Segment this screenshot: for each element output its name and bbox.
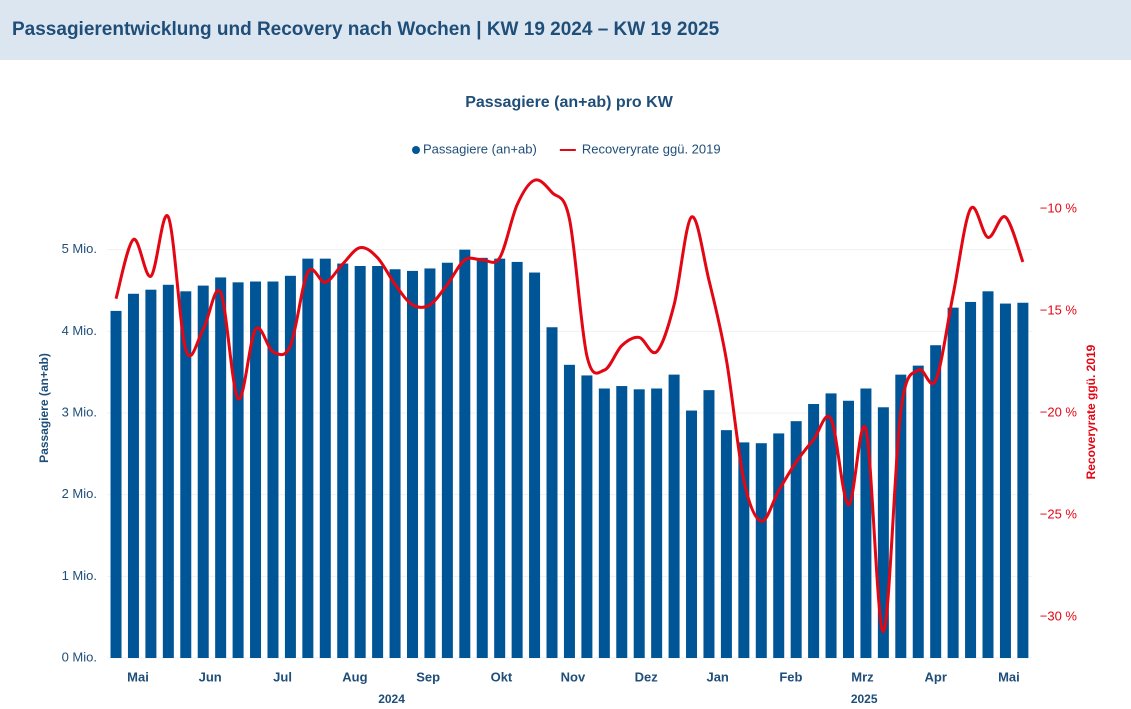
- bar: [215, 277, 227, 658]
- bar: [110, 310, 122, 658]
- x-tick-label: Jul: [273, 669, 292, 684]
- bar: [145, 289, 157, 658]
- bar: [895, 374, 907, 658]
- bar: [232, 282, 244, 658]
- bar: [372, 266, 384, 658]
- bar: [250, 281, 262, 658]
- bar: [459, 249, 471, 658]
- x-tick-label: Mrz: [851, 669, 874, 684]
- bar: [563, 364, 575, 658]
- bar: [546, 327, 558, 658]
- bar: [162, 284, 174, 658]
- bar: [441, 262, 453, 658]
- y2-tick-label: −30 %: [1040, 609, 1078, 624]
- bar: [738, 442, 750, 658]
- bar: [127, 293, 139, 658]
- y-tick-label: 3 Mio.: [62, 404, 97, 419]
- bar: [773, 433, 785, 658]
- bar: [406, 270, 418, 658]
- bar: [511, 261, 523, 658]
- legend-label: Passagiere (an+ab): [423, 141, 537, 156]
- x-tick-label: Okt: [491, 669, 513, 684]
- bar: [284, 275, 296, 658]
- y-tick-label: 5 Mio.: [62, 241, 97, 256]
- bar: [197, 285, 209, 658]
- x-tick-label: Nov: [561, 669, 586, 684]
- y2-tick-label: −20 %: [1040, 404, 1078, 419]
- y-tick-label: 2 Mio.: [62, 486, 97, 501]
- bar: [581, 375, 593, 658]
- x-tick-label: Feb: [779, 669, 802, 684]
- bar: [1017, 302, 1029, 658]
- bar: [999, 303, 1011, 658]
- bar: [755, 443, 767, 658]
- x-tick-label: Apr: [924, 669, 946, 684]
- legend-label: Recoveryrate ggü. 2019: [582, 141, 721, 156]
- bar: [982, 291, 994, 658]
- bar: [808, 404, 820, 658]
- y2-axis-label: Recoveryrate ggü. 2019: [1084, 344, 1098, 479]
- chart: Passagiere (an+ab) pro KW Passagiere (an…: [37, 94, 1098, 706]
- y2-tick-label: −10 %: [1040, 200, 1078, 215]
- bar: [860, 388, 872, 658]
- bar: [703, 390, 715, 658]
- bar: [476, 257, 488, 658]
- line: [114, 178, 1025, 633]
- bar: [267, 281, 279, 658]
- page-title: Passagierentwicklung und Recovery nach W…: [12, 19, 720, 40]
- bar: [424, 268, 436, 658]
- bar: [686, 410, 698, 658]
- x-tick-label: Jun: [199, 669, 222, 684]
- x-tick-label: Jan: [706, 669, 728, 684]
- y-tick-label: 1 Mio.: [62, 568, 97, 583]
- bar: [354, 266, 366, 658]
- header: Passagierentwicklung und Recovery nach W…: [0, 0, 1131, 60]
- legend-marker: [412, 146, 420, 154]
- bar: [965, 301, 977, 658]
- bar: [529, 272, 541, 658]
- bar: [947, 307, 959, 658]
- bar: [598, 388, 610, 658]
- bar: [877, 407, 889, 658]
- bar: [633, 389, 645, 658]
- bar: [842, 400, 854, 658]
- bar: [720, 430, 732, 658]
- y-axis-label: Passagiere (an+ab): [37, 353, 51, 463]
- x-tick-label: Mai: [127, 669, 149, 684]
- year-label: 2025: [851, 692, 878, 706]
- bar: [912, 365, 924, 658]
- y-tick-label: 0 Mio.: [62, 649, 97, 664]
- bar: [790, 421, 802, 658]
- x-tick-label: Dez: [635, 669, 659, 684]
- bar: [651, 388, 663, 658]
- bar: [337, 263, 349, 658]
- bar: [302, 258, 314, 658]
- bar: [319, 258, 331, 658]
- bar: [494, 258, 506, 658]
- y2-tick-label: −15 %: [1040, 302, 1078, 317]
- bar: [825, 393, 837, 658]
- bar: [930, 345, 942, 658]
- year-label: 2024: [378, 692, 405, 706]
- x-tick-label: Mai: [998, 669, 1020, 684]
- bar: [616, 386, 628, 658]
- bar: [389, 269, 401, 658]
- x-tick-label: Aug: [342, 669, 367, 684]
- chart-title: Passagiere (an+ab) pro KW: [465, 94, 674, 111]
- bar: [668, 374, 680, 658]
- x-tick-label: Sep: [416, 669, 440, 684]
- y2-tick-label: −25 %: [1040, 507, 1078, 522]
- bar: [180, 291, 192, 658]
- y-tick-label: 4 Mio.: [62, 323, 97, 338]
